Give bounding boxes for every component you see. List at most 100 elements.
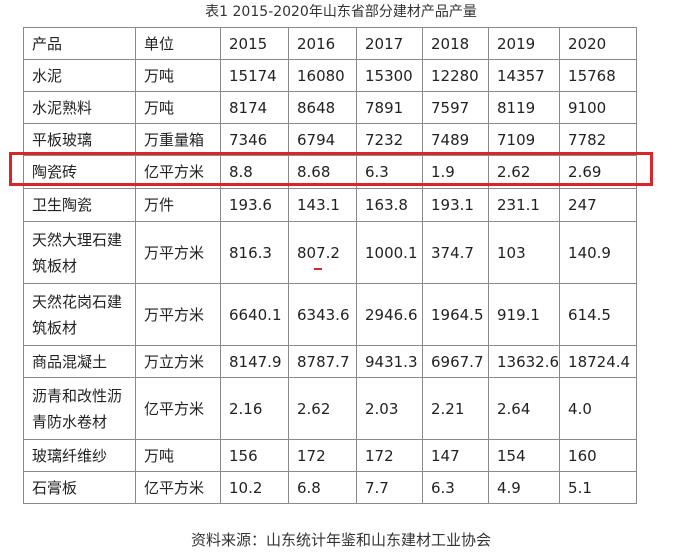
value-cell: 4.9 [487,471,561,504]
value-cell: 163.8 [356,188,423,222]
value-cell: 8147.9 [220,345,289,378]
value-cell: 7782 [559,123,638,156]
source-note: 资料来源：山东统计年鉴和山东建材工业协会 [190,531,491,549]
value-cell: 919.1 [487,283,561,346]
header-cell: 2016 [288,27,357,60]
header-cell: 单位 [135,27,221,60]
product-cell: 玻璃纤维纱 [23,439,136,472]
value-cell: 2.62 [288,377,357,440]
value-cell: 193.1 [422,188,489,222]
header-cell: 2018 [422,27,489,60]
value-cell: 8.68 [288,155,357,189]
value-cell: 160 [559,439,638,472]
value-cell: 6794 [288,123,357,156]
value-cell: 2.16 [220,377,289,440]
value-cell: 1964.5 [422,283,489,346]
value-cell: 14357 [487,59,561,92]
table-row: 天然大理石建筑板材 万平方米 816.3 807.2 1000.1 374.7 103 140… [23,221,638,284]
table-row: 天然花岗石建筑板材 万平方米 6640.1 6343.6 2946.6 1964.5 919… [23,283,638,346]
product-cell: 沥青和改性沥青防水卷材 [23,377,136,440]
red-underline-mark [314,268,322,270]
product-cell: 天然大理石建筑板材 [23,221,136,284]
value-cell: 10.2 [220,471,289,504]
value-cell: 7891 [356,91,423,124]
header-cell: 2017 [356,27,423,60]
value-cell: 6.3 [422,471,489,504]
value-cell: 2.64 [487,377,561,440]
value-cell: 6.8 [288,471,357,504]
product-cell: 平板玻璃 [23,123,136,156]
value-cell: 7232 [356,123,423,156]
product-cell: 陶瓷砖 [23,155,136,189]
value-cell: 140.9 [559,221,638,284]
value-cell: 7109 [487,123,561,156]
unit-cell: 万重量箱 [135,123,221,156]
value-cell: 154 [487,439,561,472]
value-cell: 1000.1 [356,221,423,284]
product-cell: 卫生陶瓷 [23,188,136,222]
value-cell: 156 [220,439,289,472]
value-cell: 7346 [220,123,289,156]
header-cell: 产品 [23,27,136,60]
value-cell: 2.21 [422,377,489,440]
unit-cell: 万平方米 [135,283,221,346]
header-cell: 2019 [487,27,561,60]
unit-cell: 万吨 [135,91,221,124]
table-row: 石膏板 亿平方米 10.2 6.8 7.7 6.3 4.9 5.1 [23,471,638,504]
value-cell: 6640.1 [220,283,289,346]
value-cell: 9100 [559,91,638,124]
table-row: 商品混凝土 万立方米 8147.9 8787.7 9431.3 6967.7 13632.6… [23,345,638,378]
value-cell: 1.9 [422,155,489,189]
value-cell: 15174 [220,59,289,92]
unit-cell: 亿平方米 [135,155,221,189]
value-cell: 12280 [422,59,489,92]
value-cell: 6.3 [356,155,423,189]
value-cell: 18724.4 [559,345,638,378]
value-cell: 8174 [220,91,289,124]
product-cell: 商品混凝土 [23,345,136,378]
product-cell: 石膏板 [23,471,136,504]
table-body: 产品 单位 2015 2016 2017 2018 2019 2020 水泥 万吨 15174 160… [23,27,638,504]
value-cell: 7489 [422,123,489,156]
header-cell: 2015 [220,27,289,60]
value-cell: 15300 [356,59,423,92]
value-cell: 9431.3 [356,345,423,378]
unit-cell: 万件 [135,188,221,222]
value-cell: 2.03 [356,377,423,440]
table-row: 平板玻璃 万重量箱 7346 6794 7232 7489 7109 7782 [23,123,638,156]
product-cell: 水泥 [23,59,136,92]
product-cell: 水泥熟料 [23,91,136,124]
value-cell: 6343.6 [288,283,357,346]
value-cell: 807.2 [288,221,357,284]
value-cell: 103 [487,221,561,284]
value-cell: 4.0 [559,377,638,440]
value-cell: 172 [288,439,357,472]
value-cell: 8648 [288,91,357,124]
table-row: 陶瓷砖 亿平方米 8.8 8.68 6.3 1.9 2.62 2.69 [23,155,638,189]
table-row: 水泥熟料 万吨 8174 8648 7891 7597 8119 9100 [23,91,638,124]
value-cell: 172 [356,439,423,472]
unit-cell: 万吨 [135,59,221,92]
value-cell: 6967.7 [422,345,489,378]
value-cell: 231.1 [487,188,561,222]
value-cell: 7597 [422,91,489,124]
value-cell: 8.8 [220,155,289,189]
header-row: 产品 单位 2015 2016 2017 2018 2019 2020 [23,27,638,60]
unit-cell: 亿平方米 [135,377,221,440]
value-cell: 143.1 [288,188,357,222]
value-cell: 2.62 [487,155,561,189]
value-cell: 7.7 [356,471,423,504]
value-cell: 2946.6 [356,283,423,346]
product-cell: 天然花岗石建筑板材 [23,283,136,346]
unit-cell: 万平方米 [135,221,221,284]
production-table: 产品 单位 2015 2016 2017 2018 2019 2020 水泥 万吨 15174 160… [23,27,638,504]
value-cell: 13632.6 [487,345,561,378]
value-cell: 2.69 [559,155,638,189]
header-cell: 2020 [559,27,638,60]
table-row: 沥青和改性沥青防水卷材 亿平方米 2.16 2.62 2.03 2.21 2.64 4.0 [23,377,638,440]
value-cell: 816.3 [220,221,289,284]
value-cell: 193.6 [220,188,289,222]
table-row: 卫生陶瓷 万件 193.6 143.1 163.8 193.1 231.1 247 [23,188,638,222]
value-cell: 15768 [559,59,638,92]
table-row: 水泥 万吨 15174 16080 15300 12280 14357 15768 [23,59,638,92]
